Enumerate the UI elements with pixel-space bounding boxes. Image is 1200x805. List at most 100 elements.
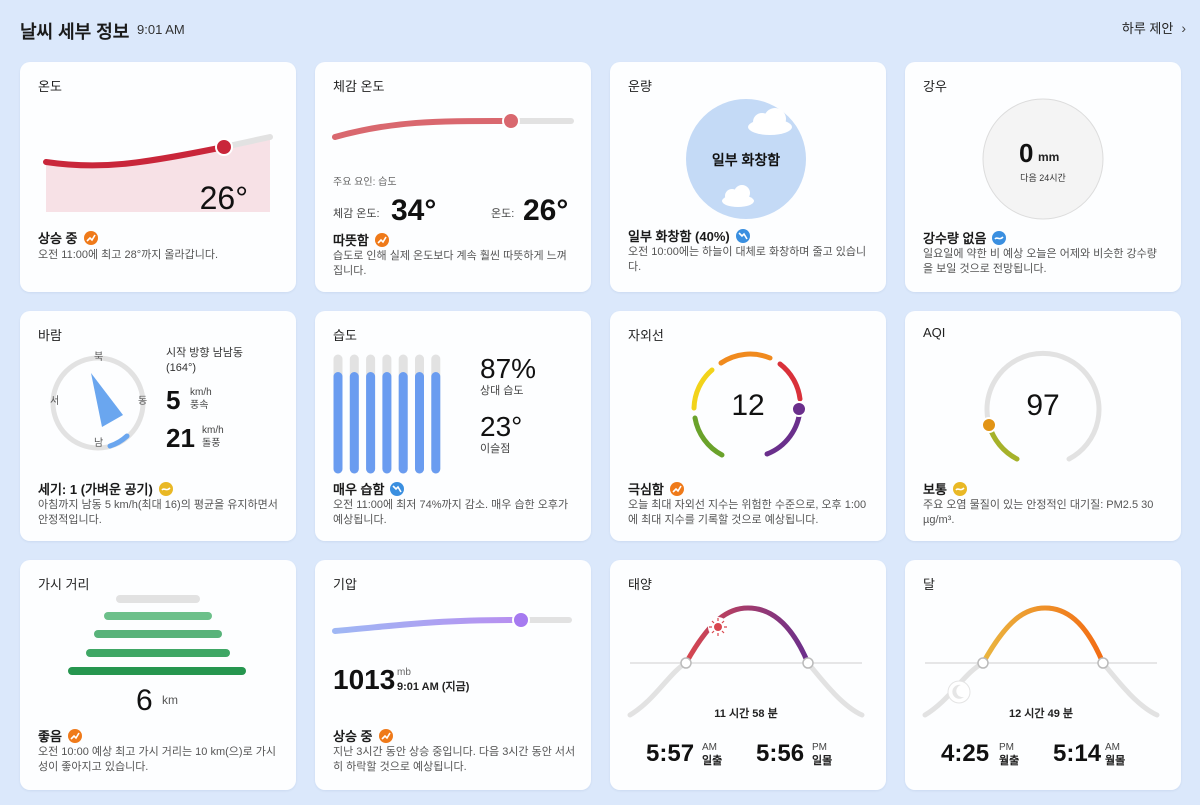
compass-north-label: 북 (94, 352, 104, 363)
pressure-unit: mb (397, 667, 411, 678)
trend-down-icon (735, 228, 750, 243)
dew-point-label: 이슬점 (480, 443, 511, 455)
cloud-cover-graphic (686, 99, 806, 219)
visibility-unit: km (162, 693, 178, 707)
header-time: 9:01 AM (137, 22, 185, 37)
temperature-value: 26° (199, 180, 248, 216)
wind-direction-label: 시작 방향 남남동 (166, 347, 243, 359)
compass-west-label: 서 (50, 396, 60, 407)
aqi-value: 97 (1026, 389, 1060, 422)
cloud-icon (748, 108, 792, 135)
sunrise-time: 5:57 (646, 740, 695, 767)
sunrise-ampm: AM (702, 742, 717, 753)
uv-value: 12 (731, 389, 765, 422)
visibility-status: 좋음 (38, 726, 82, 745)
pressure-status: 상승 중 (333, 726, 393, 745)
status-label: 보통 (923, 482, 947, 497)
actual-temp-value: 26° (523, 194, 569, 227)
trend-up-icon (378, 728, 393, 743)
temperature-card[interactable]: 온도 26° 상승 중 오전 11:00에 최고 28°까지 올라갑니다. (20, 62, 296, 292)
feels-like-slider (332, 112, 574, 140)
status-label: 일부 화창함 (40%) (628, 229, 730, 244)
moon-card[interactable]: 달 12 시간 49 분 4:25 PM 월출 5:14 AM 월몰 (905, 560, 1181, 790)
cloud-cover-status: 일부 화창함 (40%) (628, 226, 750, 245)
compass-south-label: 남 (94, 438, 104, 449)
uv-card[interactable]: 자외선 12 극심함 오늘 최대 자외선 지수는 위험한 수준으로, 오후 1:… (610, 311, 886, 541)
visibility-description: 오전 10:00 예상 최고 가시 거리는 10 km(으)로 가시성이 좋아지… (38, 746, 276, 773)
aqi-status: 보통 (923, 479, 967, 498)
sunset-label: 일몰 (812, 755, 833, 767)
header: 날씨 세부 정보 9:01 AM 하루 제안 › (20, 16, 1186, 43)
precipitation-gauge (982, 98, 1104, 220)
moonset-time: 5:14 (1053, 740, 1102, 767)
compass-east-label: 동 (138, 396, 148, 407)
aqi-card[interactable]: AQI 97 보통 주요 오염 물질이 있는 안정적인 대기질: PM2.5 3… (905, 311, 1181, 541)
feels-like-status: 따뜻함 (333, 230, 389, 249)
sunset-ampm: PM (812, 742, 827, 753)
temperature-description: 오전 11:00에 최고 28°까지 올라갑니다. (38, 249, 219, 261)
visibility-card[interactable]: 가시 거리 6 km 좋음 오전 10:00 예상 최고 가시 거리는 10 k… (20, 560, 296, 790)
precipitation-period: 다음 24시간 (1020, 173, 1066, 183)
precipitation-card[interactable]: 강우 0 mm 다음 24시간 강수량 없음 일요일에 약한 비 예상 오늘은 … (905, 62, 1181, 292)
moonrise-time: 4:25 (941, 740, 990, 767)
daily-suggestion-link[interactable]: 하루 제안 › (1122, 18, 1186, 37)
chevron-right-icon: › (1181, 19, 1186, 36)
temperature-status: 상승 중 (38, 228, 98, 247)
precipitation-value: 0 (1019, 138, 1034, 168)
daily-suggestion-label: 하루 제안 (1121, 21, 1174, 36)
status-label: 상승 중 (38, 231, 78, 246)
pressure-description: 지난 3시간 동안 상승 중입니다. 다음 3시간 동안 서서히 하락할 것으로… (333, 746, 576, 773)
uv-gauge (691, 351, 807, 458)
moonset-ampm: AM (1105, 742, 1120, 753)
sun-card[interactable]: 태양 11 시간 58 분 (610, 560, 886, 790)
feels-like-factor: 주요 요인: 습도 (333, 177, 397, 188)
temperature-chart (43, 134, 273, 212)
status-label: 세기: 1 (가벼운 공기) (38, 482, 153, 497)
status-label: 극심함 (628, 482, 664, 497)
humidity-card[interactable]: 습도 87% 상대 습도 23° 이슬점 매우 습함 오전 11:00에 최저 … (315, 311, 591, 541)
wind-card[interactable]: 바람 북 남 서 동 시작 방향 남남동 (164°) 5 km/h 풍속 21… (20, 311, 296, 541)
card-title: 가시 거리 (38, 577, 90, 592)
visibility-pyramid (68, 595, 246, 675)
wind-speed-value: 5 (166, 385, 181, 415)
humidity-value-label: 상대 습도 (480, 385, 524, 397)
card-title: 온도 (38, 79, 62, 94)
feels-like-label: 체감 온도: (333, 208, 380, 220)
aqi-gauge (981, 350, 1102, 462)
pressure-value: 1013 (333, 664, 396, 695)
card-title: 태양 (628, 577, 652, 592)
cloud-cover-card[interactable]: 운량 일부 화창함 일부 화창함 (40%) 오전 10:00에는 하늘이 대체… (610, 62, 886, 292)
feels-like-card[interactable]: 체감 온도 주요 요인: 습도 체감 온도: 34° 온도: 26° 따뜻함 습… (315, 62, 591, 292)
cloud-cover-center-label: 일부 화창함 (711, 152, 781, 168)
moon-duration: 12 시간 49 분 (1009, 708, 1073, 720)
pressure-card[interactable]: 기압 1013 mb 9:01 AM (지금) 상승 중 지난 3시간 동안 상… (315, 560, 591, 790)
pressure-slider (332, 611, 572, 634)
sunrise-label: 일출 (702, 755, 723, 767)
sunset-time: 5:56 (756, 740, 805, 767)
visibility-value: 6 (136, 684, 153, 717)
trend-up-icon (67, 728, 82, 743)
cloud-cover-description: 오전 10:00에는 하늘이 대체로 화창하며 줄고 있습니다. (628, 246, 867, 273)
card-title: 기압 (333, 577, 357, 592)
uv-description: 오늘 최대 자외선 지수는 위험한 수준으로, 오후 1:00에 최대 지수를 … (628, 499, 867, 526)
status-label: 따뜻함 (333, 233, 369, 248)
sun-icon (708, 617, 728, 637)
card-title: AQI (923, 325, 946, 340)
status-label: 강수량 없음 (923, 231, 987, 246)
wind-speed-unit: km/h (190, 387, 212, 398)
dew-point-value: 23° (480, 411, 523, 442)
warm-icon (374, 232, 389, 247)
steady-icon (992, 230, 1007, 245)
steady-icon (952, 481, 967, 496)
moon-arc-chart (922, 605, 1160, 718)
card-title: 운량 (628, 79, 652, 94)
steady-icon (158, 481, 173, 496)
trend-down-icon (390, 481, 405, 496)
actual-temp-label: 온도: (491, 208, 515, 220)
card-title: 체감 온도 (333, 79, 385, 94)
moon-icon (947, 680, 971, 704)
cloud-icon (722, 185, 754, 207)
card-title: 바람 (38, 328, 62, 343)
trend-up-icon (669, 481, 684, 496)
wind-speed-label: 풍속 (190, 400, 209, 411)
